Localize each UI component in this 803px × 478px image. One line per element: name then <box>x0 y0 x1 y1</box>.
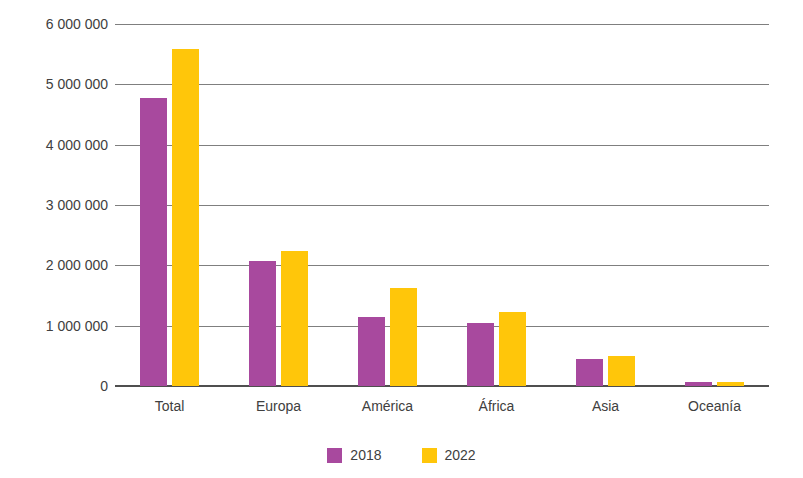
bar-2022-asia <box>608 356 635 386</box>
x-axis-label-america: América <box>333 398 442 415</box>
legend-item-2022: 2022 <box>422 447 476 463</box>
bar-2022-oceania <box>717 382 744 386</box>
gridline <box>115 326 769 327</box>
bar-2022-america <box>390 288 417 386</box>
bar-2018-total <box>140 98 167 386</box>
plot-area <box>115 24 769 386</box>
y-axis-tick-label: 0 <box>0 378 108 394</box>
legend-swatch-2022 <box>422 448 437 463</box>
y-axis-tick-label: 1 000 000 <box>0 318 108 334</box>
gridline <box>115 24 769 25</box>
y-axis-tick-label: 5 000 000 <box>0 76 108 92</box>
x-axis-label-asia: Asia <box>551 398 660 415</box>
y-axis-tick-label: 4 000 000 <box>0 137 108 153</box>
gridline <box>115 84 769 85</box>
x-axis: TotalEuropaAméricaÁfricaAsiaOceanía <box>115 398 769 416</box>
bar-2018-america <box>358 317 385 386</box>
x-axis-label-oceania: Oceanía <box>660 398 769 415</box>
x-axis-label-africa: África <box>442 398 551 415</box>
bar-2022-total <box>172 49 199 386</box>
y-axis-tick-label: 3 000 000 <box>0 197 108 213</box>
x-axis-label-europa: Europa <box>224 398 333 415</box>
y-axis-tick-label: 2 000 000 <box>0 257 108 273</box>
legend-label-2018: 2018 <box>350 447 381 463</box>
y-axis-tick-label: 6 000 000 <box>0 16 108 32</box>
gridline <box>115 205 769 206</box>
bar-2018-asia <box>576 359 603 386</box>
bar-2018-africa <box>467 323 494 386</box>
grouped-bar-chart: 0 1 000 000 2 000 000 3 000 000 4 000 000 5 0… <box>0 0 803 478</box>
gridline <box>115 265 769 266</box>
legend: 2018 2022 <box>0 447 803 463</box>
y-axis: 01 000 0002 000 0003 000 0004 000 0005 0… <box>0 24 108 386</box>
gridline <box>115 145 769 146</box>
bar-2022-europa <box>281 251 308 386</box>
legend-swatch-2018 <box>327 448 342 463</box>
bar-2022-africa <box>499 312 526 386</box>
bar-2018-oceania <box>685 382 712 386</box>
x-axis-label-total: Total <box>115 398 224 415</box>
legend-label-2022: 2022 <box>445 447 476 463</box>
bar-2018-europa <box>249 261 276 386</box>
legend-item-2018: 2018 <box>327 447 381 463</box>
x-axis-line <box>115 385 769 387</box>
